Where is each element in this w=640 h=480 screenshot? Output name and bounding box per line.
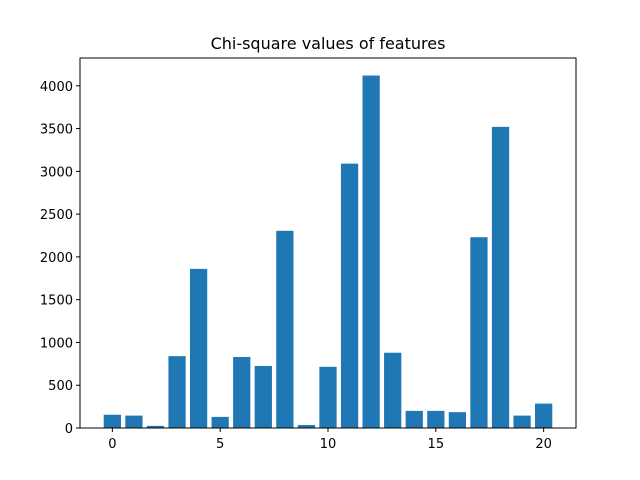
- plot-frame: [79, 57, 577, 429]
- x-tick-label: 10: [320, 437, 337, 452]
- y-tick-label: 0: [65, 422, 73, 437]
- bar-feature-19: [513, 415, 531, 428]
- bar-feature-18: [491, 126, 510, 429]
- bar-feature-10: [319, 366, 337, 428]
- bar-feature-4: [189, 268, 208, 428]
- y-tick-label: 500: [48, 379, 73, 394]
- bar-feature-11: [340, 163, 359, 428]
- y-tick-label: 4000: [40, 80, 73, 95]
- y-tick-label: 3500: [40, 123, 73, 138]
- bar-feature-2: [146, 425, 165, 428]
- bar-feature-3: [168, 356, 186, 428]
- bar-feature-16: [448, 412, 467, 428]
- x-tick-label: 0: [108, 437, 116, 452]
- x-tick-label: 20: [535, 437, 552, 452]
- bar-feature-1: [125, 415, 143, 428]
- bar-feature-9: [297, 425, 316, 428]
- bar-feature-20: [535, 403, 553, 428]
- bar-feature-5: [211, 416, 229, 428]
- chart-title: Chi-square values of features: [211, 34, 446, 53]
- y-axis-ticks: 0 500 1000 1500 2000 2500 3000 3500 4000: [40, 80, 80, 437]
- bar-feature-6: [233, 356, 251, 428]
- y-tick-label: 2500: [40, 208, 73, 223]
- bar-feature-7: [254, 365, 272, 428]
- bar-feature-14: [405, 410, 423, 428]
- x-axis-ticks: 0 5 10 15 20: [108, 428, 552, 452]
- bar-feature-17: [470, 237, 488, 428]
- y-tick-label: 3000: [40, 165, 73, 180]
- x-tick-label: 15: [428, 437, 445, 452]
- y-tick-label: 2000: [40, 251, 73, 266]
- bar-feature-12: [362, 75, 380, 428]
- bar-feature-13: [384, 352, 402, 428]
- bar-series: [103, 75, 553, 429]
- y-tick-label: 1500: [40, 294, 73, 309]
- bar-feature-8: [276, 230, 294, 428]
- bar-feature-0: [103, 414, 121, 428]
- x-tick-label: 5: [216, 437, 224, 452]
- y-tick-label: 1000: [40, 336, 73, 351]
- bar-feature-15: [427, 410, 445, 428]
